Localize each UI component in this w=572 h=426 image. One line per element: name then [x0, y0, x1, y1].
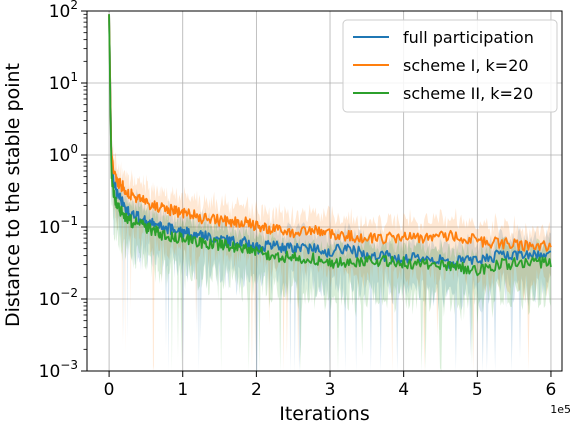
variance-bands — [109, 12, 551, 372]
axis-ticks: 0 1 2 3 4 5 6 10−3 10−2 10−1 100 101 102 — [39, 0, 557, 400]
y-tick-label: 101 — [49, 70, 78, 94]
y-tick-label: 10−1 — [39, 214, 78, 238]
legend-label-2: scheme I, k=20 — [403, 56, 529, 75]
series-lines — [108, 14, 552, 277]
x-tick-label: 2 — [251, 380, 262, 400]
series-line-2 — [108, 14, 552, 252]
plot-frame — [86, 10, 563, 372]
x-tick-label: 6 — [546, 380, 557, 400]
legend: full participation scheme I, k=20 scheme I… — [342, 19, 558, 113]
legend-label-3: scheme II, k=20 — [403, 84, 533, 103]
series-band-3 — [109, 12, 551, 372]
series-line-3 — [108, 14, 552, 277]
x-tick-label: 3 — [325, 380, 336, 400]
series-band-2 — [109, 12, 551, 372]
y-tick-label: 10−2 — [39, 286, 78, 310]
x-axis-label: Iterations — [279, 403, 370, 425]
series-band-1 — [109, 12, 551, 372]
x-tick-label: 0 — [104, 380, 115, 400]
legend-box — [342, 19, 558, 113]
x-tick-label: 1 — [177, 380, 188, 400]
x-axis-offset-label: 1e5 — [550, 403, 571, 416]
legend-label-1: full participation — [403, 28, 534, 47]
x-tick-label: 5 — [472, 380, 483, 400]
y-tick-label: 100 — [49, 142, 78, 166]
x-tick-label: 4 — [398, 380, 409, 400]
y-tick-label: 10−3 — [39, 358, 78, 382]
y-axis-label: Distance to the stable point — [2, 63, 24, 327]
y-tick-label: 102 — [49, 0, 78, 22]
